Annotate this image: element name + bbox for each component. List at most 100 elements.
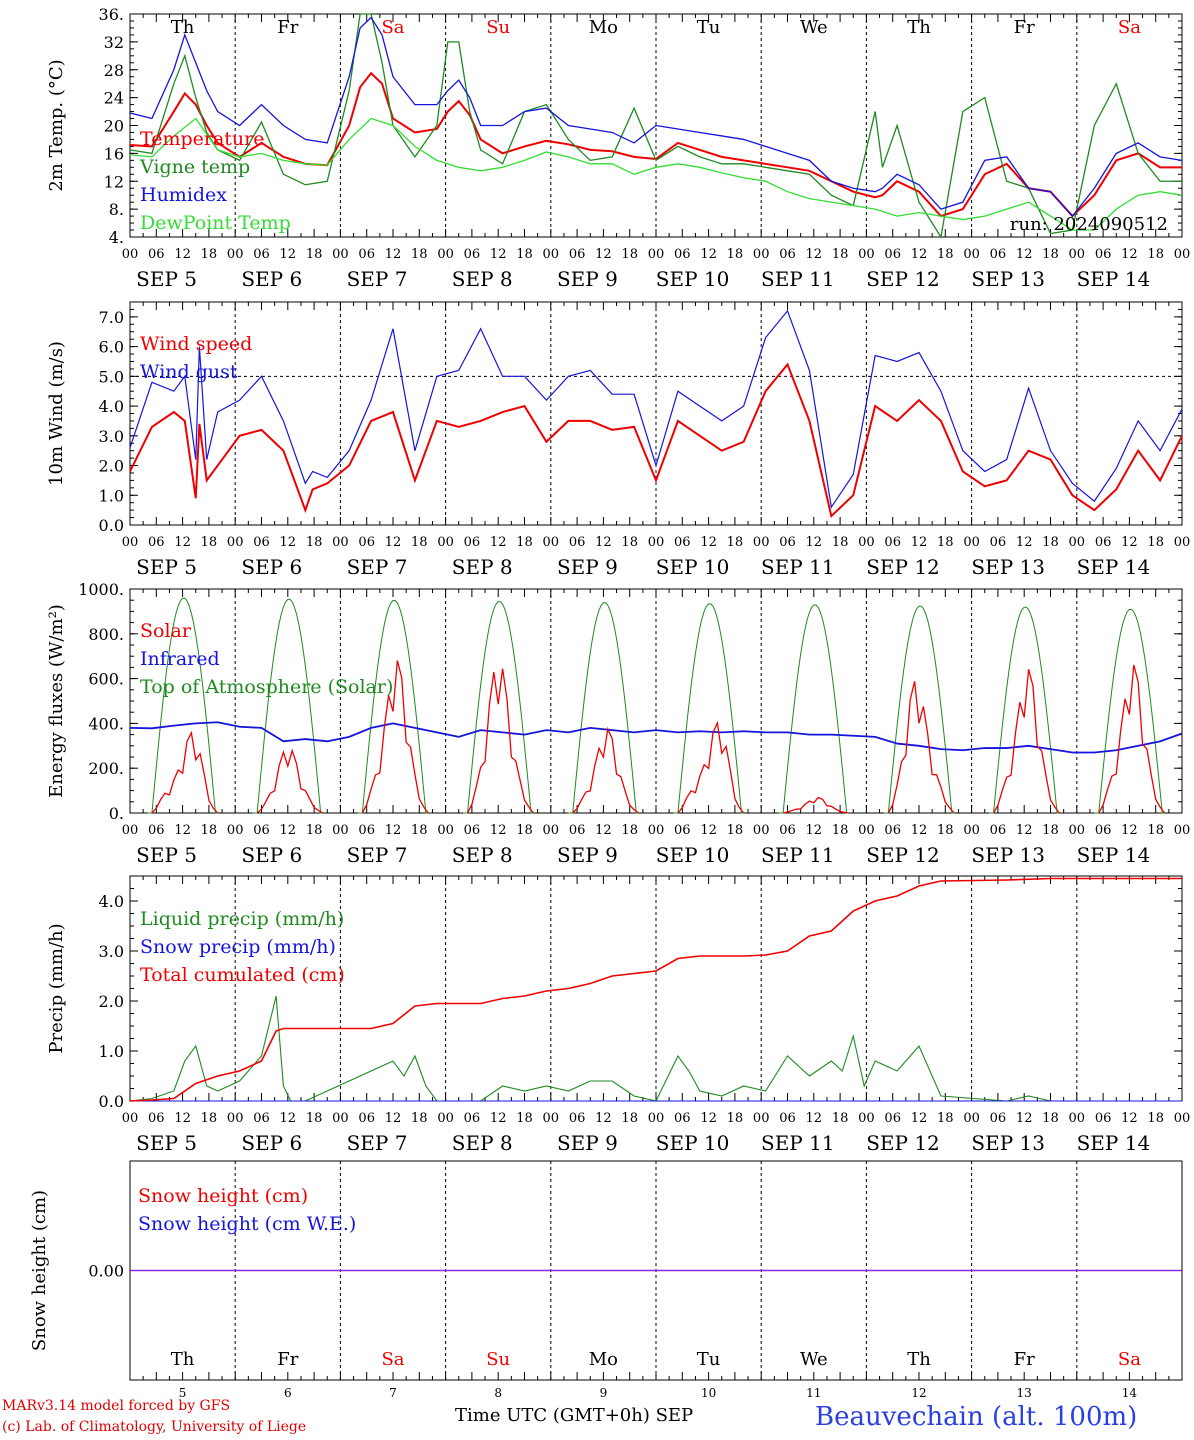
hour-tick-label: 18 [727, 823, 744, 838]
y-axis-title: Precip (mm/h) [46, 923, 67, 1053]
y-tick-label: 4.0 [99, 397, 124, 416]
date-label: SEP 8 [452, 555, 513, 579]
y-tick-label: 1.0 [99, 1042, 124, 1061]
hour-tick-label: 12 [595, 1111, 612, 1126]
series-line-wind-speed [129, 362, 1183, 519]
run-label: run: 2024090512 [1010, 214, 1168, 235]
weekday-label: Fr [277, 1349, 298, 1370]
hour-tick-label: 00 [648, 1111, 665, 1126]
series-line-humidex [129, 16, 1183, 218]
hour-tick-label: 00 [753, 823, 770, 838]
hour-tick-label: 12 [595, 823, 612, 838]
weekday-label: We [800, 1349, 828, 1370]
hour-tick-label: 18 [1042, 535, 1059, 550]
y-tick-label: 0.0 [99, 516, 124, 535]
hour-tick-label: 00 [437, 535, 454, 550]
hour-tick-label: 00 [227, 823, 244, 838]
hour-tick-label: 12 [700, 247, 717, 262]
panel-3: 0. 200. 400. 600. 800. 1000. Energy fluxes (W/… [46, 580, 1190, 867]
weekday-label: Tu [697, 1349, 721, 1370]
hour-tick-label: 18 [1042, 1111, 1059, 1126]
hour-tick-label: 00 [543, 823, 560, 838]
hour-tick-label: 18 [937, 535, 954, 550]
hour-tick-label: 18 [621, 535, 638, 550]
y-tick-label: 200. [88, 759, 124, 778]
hour-tick-label: 00 [437, 247, 454, 262]
date-label: SEP 5 [136, 267, 197, 291]
y-tick-label: 20 [104, 117, 124, 136]
day-number: 9 [600, 1386, 608, 1400]
hour-tick-label: 00 [858, 247, 875, 262]
panel-2: 0.0 1.0 2.0 3.0 4.0 5.0 6.0 7.0 10m Wind (m/s) 00… [46, 301, 1190, 579]
series-line-top-of-atmosphere [673, 603, 744, 814]
legend-entry: Snow height (cm) [138, 1185, 308, 1207]
hour-tick-label: 18 [411, 535, 428, 550]
hour-tick-label: 06 [464, 1111, 481, 1126]
hour-tick-label: 00 [858, 823, 875, 838]
legend-entry: Wind speed [140, 333, 252, 355]
weekday-label: Sa [381, 1349, 404, 1370]
date-label: SEP 7 [347, 267, 408, 291]
day-number: 8 [494, 1386, 502, 1400]
hour-tick-label: 12 [700, 1111, 717, 1126]
series-line-liquid-precip-mm-h- [129, 995, 1182, 1102]
hour-tick-label: 00 [753, 535, 770, 550]
date-label: SEP 14 [1077, 843, 1151, 867]
date-label: SEP 12 [866, 843, 940, 867]
date-label: SEP 9 [557, 843, 618, 867]
series-line-solar [887, 681, 955, 814]
date-label: SEP 9 [557, 267, 618, 291]
hour-tick-label: 18 [832, 535, 849, 550]
hour-tick-label: 00 [122, 1111, 139, 1126]
hour-tick-label: 18 [201, 1111, 218, 1126]
legend-entry: Vigne temp [139, 156, 250, 178]
hour-tick-label: 06 [148, 535, 165, 550]
hour-tick-label: 12 [595, 247, 612, 262]
hour-tick-label: 00 [122, 247, 139, 262]
legend-entry: Temperature [140, 128, 264, 150]
series-line-top-of-atmosphere [883, 605, 955, 814]
hour-tick-label: 12 [1016, 535, 1033, 550]
hour-tick-label: 18 [832, 247, 849, 262]
hour-tick-label: 00 [963, 535, 980, 550]
legend-entry: Top of Atmosphere (Solar) [140, 676, 393, 698]
model-credit: MARv3.14 model forced by GFS [2, 1398, 231, 1414]
hour-tick-label: 12 [1016, 247, 1033, 262]
hour-tick-label: 06 [1095, 1111, 1112, 1126]
series-line-solar [466, 668, 534, 814]
y-tick-label: 4.0 [99, 892, 124, 911]
date-label: SEP 10 [656, 843, 730, 867]
hour-tick-label: 00 [332, 535, 349, 550]
hour-tick-label: 12 [280, 823, 297, 838]
date-label: SEP 10 [656, 267, 730, 291]
hour-tick-label: 06 [253, 823, 270, 838]
hour-tick-label: 00 [648, 247, 665, 262]
hour-tick-label: 12 [595, 535, 612, 550]
hour-tick-label: 00 [122, 535, 139, 550]
y-tick-label: 400. [88, 714, 124, 733]
date-label: SEP 11 [761, 555, 835, 579]
weekday-label: Sa [1118, 17, 1141, 38]
weekday-label: Th [907, 1349, 931, 1370]
y-tick-label: 800. [88, 625, 124, 644]
hour-tick-label: 12 [806, 247, 823, 262]
hour-tick-label: 18 [1042, 823, 1059, 838]
hour-tick-label: 06 [779, 823, 796, 838]
hour-tick-label: 18 [306, 535, 323, 550]
hour-tick-label: 12 [1121, 535, 1138, 550]
hour-tick-label: 18 [1147, 535, 1164, 550]
date-label: SEP 14 [1077, 267, 1151, 291]
hour-tick-label: 00 [1174, 1111, 1191, 1126]
hour-tick-label: 00 [227, 247, 244, 262]
y-tick-label: 12 [104, 172, 124, 191]
day-number: 12 [911, 1386, 926, 1400]
hour-tick-label: 12 [385, 823, 402, 838]
hour-tick-label: 18 [727, 247, 744, 262]
y-tick-label: 600. [88, 670, 124, 689]
hour-tick-label: 00 [227, 1111, 244, 1126]
series-line-vigne-temp [129, 13, 1182, 239]
series-line-top-of-atmosphere [147, 597, 218, 814]
weekday-label: Fr [277, 17, 298, 38]
date-label: SEP 5 [136, 843, 197, 867]
